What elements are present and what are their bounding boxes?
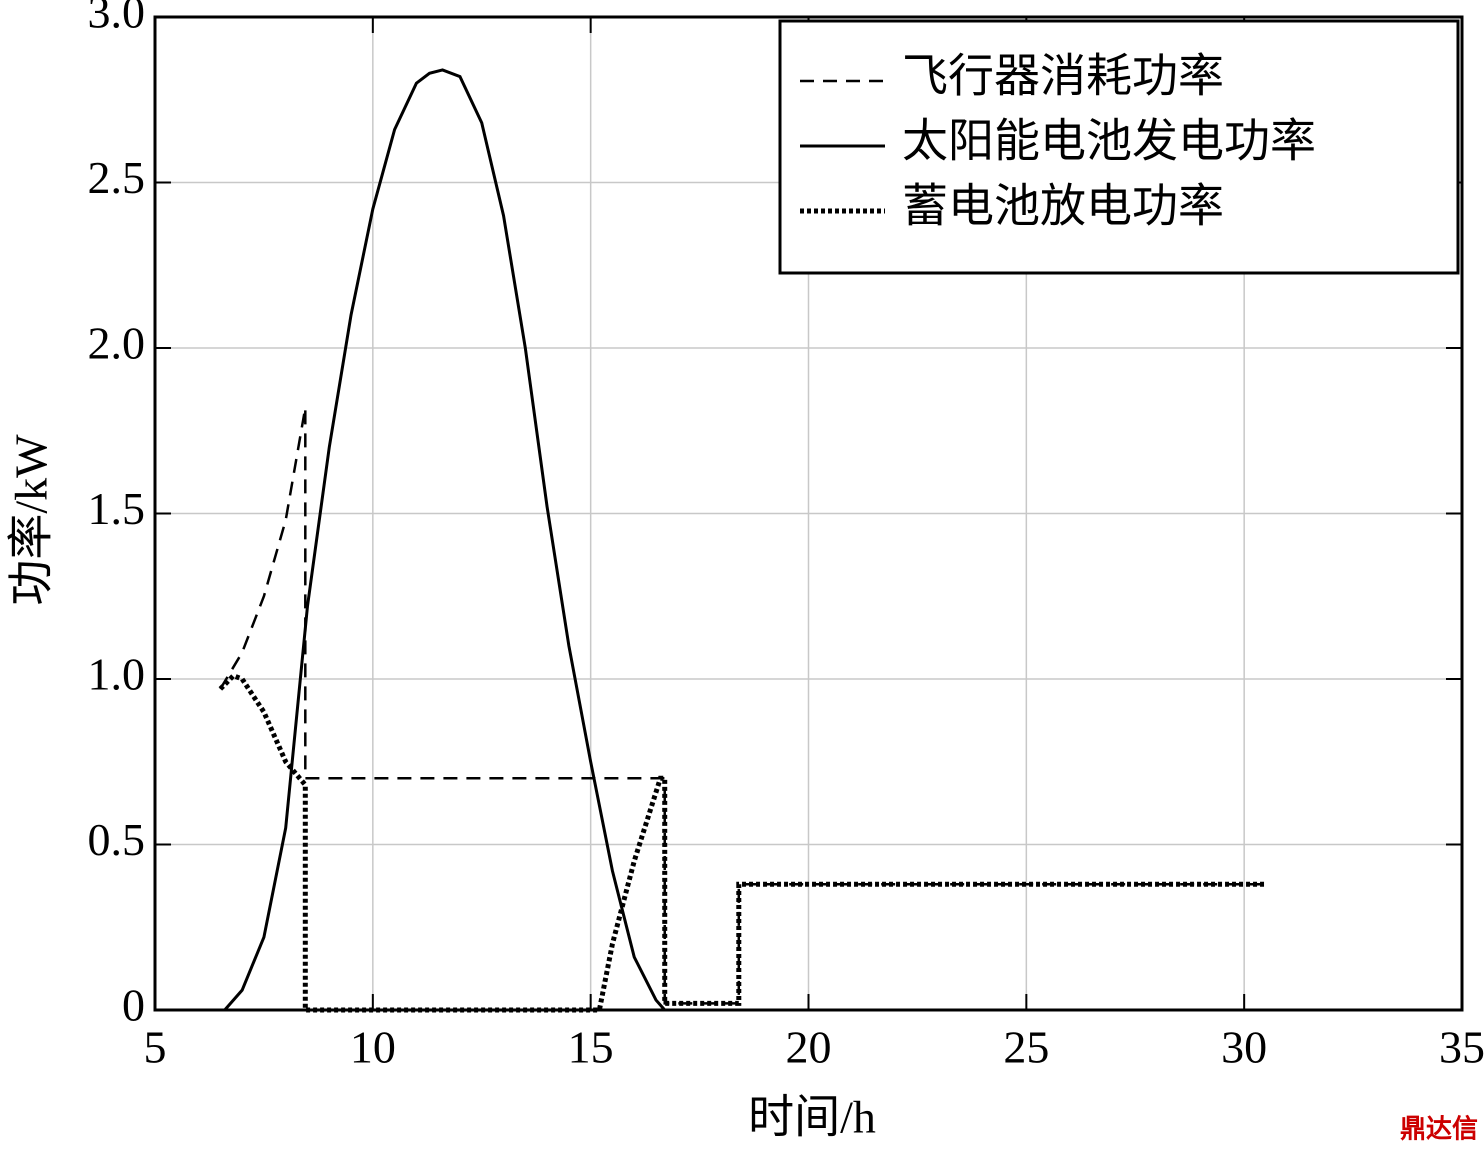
series-line [219, 407, 1266, 1005]
y-tick-label: 2.0 [88, 318, 146, 369]
y-tick-label: 0 [122, 980, 145, 1031]
x-tick-label: 35 [1439, 1022, 1484, 1073]
y-tick-label: 3.0 [88, 0, 146, 38]
y-tick-label: 1.0 [88, 649, 146, 700]
watermark: 鼎达信 [1400, 1115, 1478, 1145]
x-tick-label: 30 [1221, 1022, 1267, 1073]
x-tick-label: 5 [144, 1022, 167, 1073]
x-tick-label: 20 [786, 1022, 832, 1073]
y-tick-label: 1.5 [88, 483, 146, 534]
x-axis-label: 时间/h [748, 1092, 876, 1143]
legend-box [778, 19, 1460, 275]
legend-label: 飞行器消耗功率 [902, 51, 1224, 102]
plot-frame [153, 15, 1464, 1012]
x-tick-label: 25 [1003, 1022, 1049, 1073]
y-axis-label: 功率/kW [6, 434, 57, 606]
series-line [223, 68, 666, 1011]
x-tick-label: 15 [568, 1022, 614, 1073]
legend-label: 太阳能电池发电功率 [902, 116, 1316, 167]
y-tick-label: 2.5 [88, 152, 146, 203]
series-line [218, 672, 1266, 1013]
legend-label: 蓄电池放电功率 [902, 181, 1224, 232]
x-tick-label: 10 [350, 1022, 396, 1073]
y-tick-label: 0.5 [88, 814, 146, 865]
